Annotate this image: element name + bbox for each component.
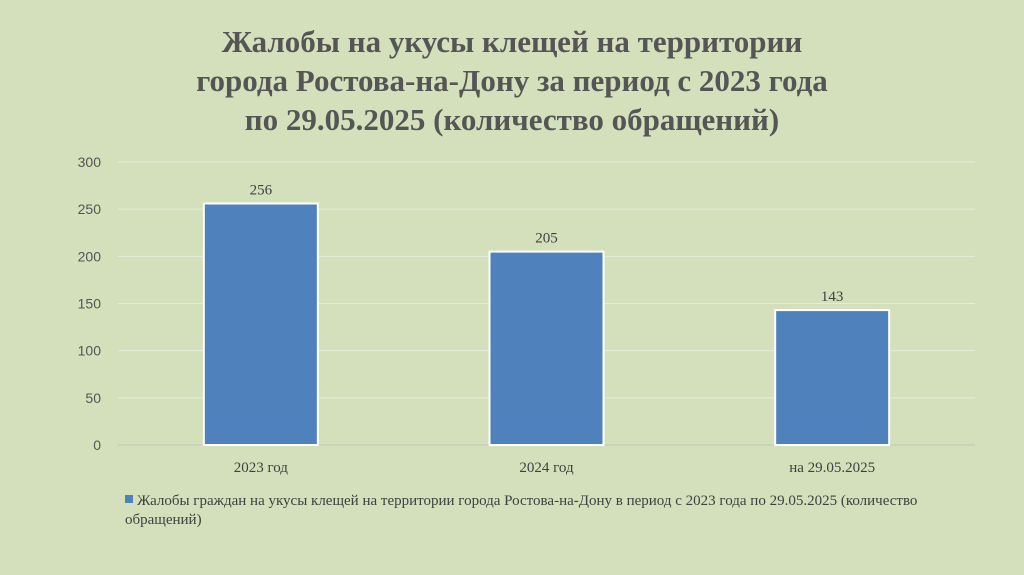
legend-swatch	[125, 495, 133, 503]
x-tick-label: 2024 год	[519, 460, 574, 476]
data-label: 256	[250, 183, 273, 199]
data-label: 143	[821, 289, 844, 305]
y-tick-label: 50	[85, 390, 101, 406]
legend-label: Жалобы граждан на укусы клещей на террит…	[125, 493, 918, 528]
y-tick-label: 200	[78, 248, 102, 264]
bar	[488, 250, 605, 446]
bar	[774, 309, 891, 446]
y-tick-label: 300	[78, 154, 102, 170]
y-tick-label: 100	[78, 343, 102, 359]
x-tick-label: 2023 год	[234, 460, 289, 476]
legend: Жалобы граждан на укусы клещей на террит…	[125, 492, 975, 530]
y-tick-label: 250	[78, 201, 102, 217]
data-label: 205	[535, 231, 558, 247]
chart-title: Жалобы на укусы клещей на территории гор…	[196, 24, 828, 137]
x-tick-label: на 29.05.2025	[789, 460, 875, 476]
bar	[202, 202, 319, 446]
y-tick-label: 150	[78, 296, 102, 312]
y-tick-label: 0	[93, 437, 101, 453]
